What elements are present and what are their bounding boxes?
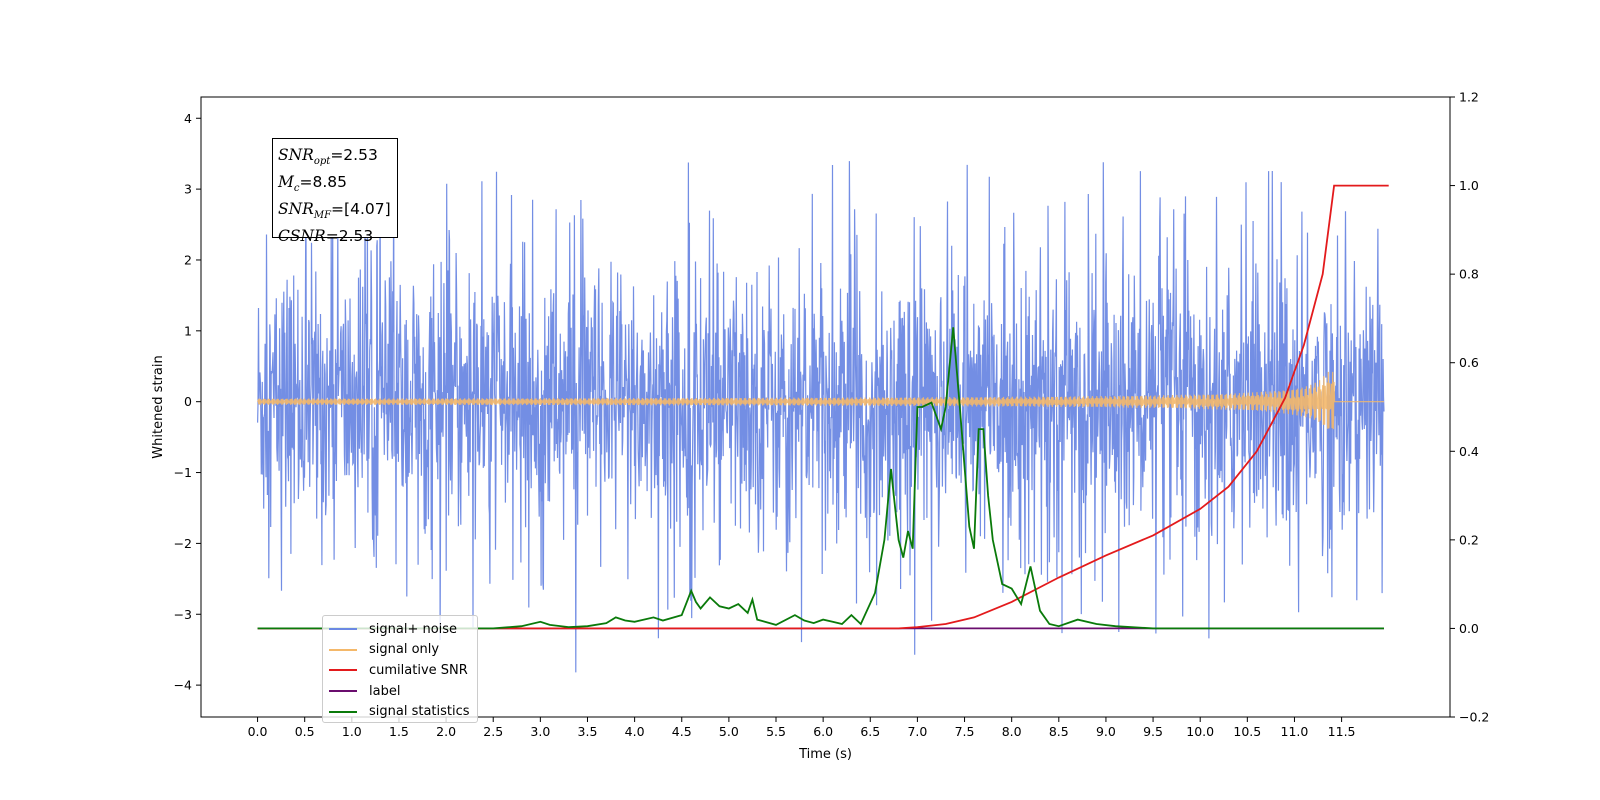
legend-label: signal only (369, 642, 440, 658)
x-axis-label: Time (s) (798, 747, 852, 762)
x-tick-label: 2.0 (436, 724, 456, 739)
y-right-tick-label: −0.2 (1459, 710, 1489, 725)
legend-label: signal statistics (369, 704, 470, 720)
legend-item-cumulative-snr: cumilative SNR (329, 660, 477, 681)
plot-frame (200, 96, 1451, 718)
series-cumulative-snr (257, 184, 1389, 630)
legend-label: label (369, 683, 401, 699)
y-left-tick-label: 3 (184, 182, 192, 197)
y-left-tick-label: 4 (184, 111, 192, 126)
x-tick-label: 9.5 (1143, 724, 1163, 739)
x-tick-label: 7.0 (907, 724, 927, 739)
x-tick-label: 6.5 (860, 724, 880, 739)
y-axis-label: Whitened strain (151, 355, 166, 458)
x-tick-label: 4.0 (625, 724, 645, 739)
legend-label: cumilative SNR (369, 662, 468, 678)
legend-swatch (329, 669, 357, 672)
legend-item-signal-only: signal only (329, 640, 477, 661)
y-right-tick-label: 1.0 (1459, 178, 1479, 193)
x-tick-label: 4.5 (672, 724, 692, 739)
legend-swatch (329, 628, 357, 631)
x-tick-label: 0.5 (295, 724, 315, 739)
y-right-tick-label: 0.2 (1459, 532, 1479, 547)
x-tick-label: 8.5 (1049, 724, 1069, 739)
y-left-tick-label: −1 (174, 465, 192, 480)
y-left-tick-label: −4 (174, 678, 192, 693)
x-tick-label: 11.5 (1328, 724, 1356, 739)
legend-swatch (329, 710, 357, 713)
y-left-tick-label: −3 (174, 607, 192, 622)
snr-mf-line: SNRMF=[4.07] (278, 200, 391, 222)
x-tick-label: 5.5 (766, 724, 786, 739)
x-tick-label: 3.5 (578, 724, 598, 739)
legend-item-signal-statistics: signal statistics (329, 701, 477, 722)
y-left-tick-label: 0 (184, 394, 192, 409)
x-tick-label: 7.5 (955, 724, 975, 739)
x-tick-label: 1.5 (389, 724, 409, 739)
x-tick-label: 0.0 (248, 724, 268, 739)
x-tick-label: 8.0 (1002, 724, 1022, 739)
chart-legend: signal+ noise signal only cumilative SNR… (322, 615, 478, 723)
y-right-tick-label: 0.6 (1459, 355, 1479, 370)
x-tick-label: 6.0 (813, 724, 833, 739)
series-signal-statistics (257, 327, 1384, 630)
y-left-tick-label: −2 (174, 536, 192, 551)
y-left-tick-label: 1 (184, 323, 192, 338)
legend-swatch (329, 648, 357, 651)
series-signal-noise (257, 161, 1385, 673)
y-right-tick-label: 0.4 (1459, 444, 1479, 459)
x-tick-label: 5.0 (719, 724, 739, 739)
legend-label: signal+ noise (369, 621, 458, 637)
x-tick-label: 9.0 (1096, 724, 1116, 739)
x-tick-label: 10.0 (1186, 724, 1214, 739)
legend-swatch (329, 690, 357, 693)
series-signal-only (257, 371, 1384, 430)
snr-opt-line: SNRopt=2.53 (278, 146, 378, 168)
x-tick-label: 3.0 (530, 724, 550, 739)
x-tick-label: 2.5 (483, 724, 503, 739)
legend-item-signal-noise: signal+ noise (329, 619, 477, 640)
x-tick-label: 10.5 (1233, 724, 1261, 739)
snr-annotation-box: SNRopt=2.53 Mc=8.85 SNRMF=[4.07] CSNR=2.… (272, 138, 398, 245)
x-tick-label: 11.0 (1281, 724, 1309, 739)
chirp-mass-line: Mc=8.85 (278, 173, 347, 195)
legend-item-label: label (329, 681, 477, 702)
csnr-line: CSNR=2.53 (278, 227, 374, 246)
y-right-tick-label: 0.0 (1459, 621, 1479, 636)
x-tick-label: 1.0 (342, 724, 362, 739)
y-left-tick-label: 2 (184, 252, 192, 267)
y-right-tick-label: 0.8 (1459, 267, 1479, 282)
y-right-tick-label: 1.2 (1459, 90, 1479, 105)
